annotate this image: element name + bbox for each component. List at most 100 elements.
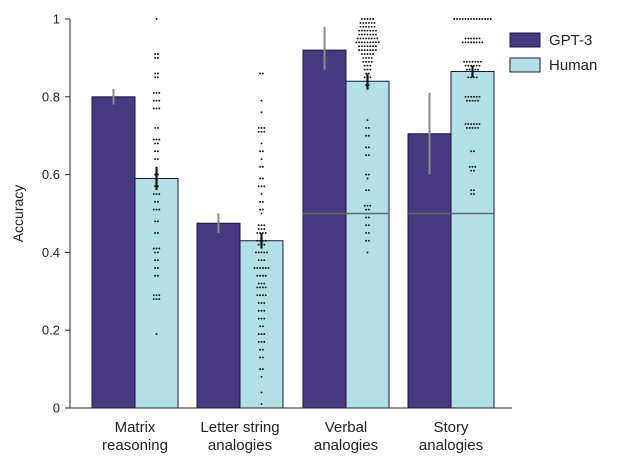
human-point [154,232,157,234]
human-point [261,150,264,153]
bar-human-1 [239,240,284,409]
human-point [372,45,375,48]
human-point [156,232,159,234]
human-point [259,274,262,277]
human-point [484,18,487,20]
human-point [261,348,264,351]
human-point [474,68,477,71]
human-point [477,126,480,129]
human-point [472,123,475,125]
human-point [154,259,157,262]
human-point [365,56,368,59]
human-point [374,45,377,48]
human-point [156,76,159,79]
human-point [256,239,259,242]
human-point [377,41,380,44]
human-point [470,64,473,67]
human-point [155,138,158,141]
human-point [264,239,267,242]
human-point [367,37,370,40]
human-point [366,68,369,71]
human-point [155,298,158,301]
human-point [467,76,470,79]
category-label-line: analogies [208,437,272,454]
human-point [259,356,262,359]
human-point [376,37,379,40]
human-point [367,173,370,176]
human-point [257,302,260,304]
human-point [155,333,158,336]
human-point [261,72,264,75]
human-point [367,126,370,129]
human-point [261,274,264,277]
human-point [261,368,264,371]
human-point [158,138,161,141]
human-point [366,53,369,55]
human-point [260,302,263,304]
human-point [260,228,263,231]
human-point [154,173,157,176]
legend-label-1: Human [549,57,597,74]
human-point [155,107,158,110]
human-point [260,375,263,378]
human-point [365,134,368,137]
human-point [263,185,266,188]
human-point [478,37,481,40]
human-point [458,18,461,20]
human-point [257,251,260,254]
bar-human-0 [134,177,179,409]
human-point [263,251,266,254]
human-point [478,95,481,98]
human-point [156,142,159,145]
human-point [475,123,478,125]
human-point [260,259,263,262]
axes-group: 0 0.2 0.4 0.6 0.8 1 Accuracy [10,12,512,416]
human-point [154,150,157,153]
human-point [260,333,263,336]
human-point [367,224,370,227]
human-point [158,247,161,250]
human-point [365,239,368,242]
y-tick-label: 0.6 [42,167,60,182]
human-point [263,259,266,262]
human-point [259,208,262,211]
human-point [366,251,369,254]
human-point [156,173,159,176]
human-point [260,185,263,188]
human-point [156,53,159,55]
human-point [475,95,478,98]
human-point [156,274,159,277]
human-point [362,37,365,40]
human-point [372,18,375,20]
human-point [264,294,267,297]
human-point [360,29,363,32]
human-point [260,212,263,215]
human-point [261,286,264,289]
human-point [474,60,477,63]
human-point [370,60,373,63]
human-point [259,368,262,371]
human-point [263,309,266,312]
human-point [362,25,365,28]
human-point [152,298,155,301]
category-label-line: Letter string [200,419,279,436]
y-tick-label: 0.2 [42,323,60,338]
human-point [363,68,366,71]
human-point [259,325,262,328]
human-point [372,41,375,44]
human-point [260,317,263,320]
human-point [367,72,370,75]
human-point [470,189,473,192]
human-point [373,25,376,28]
human-point [366,76,369,79]
human-point [156,220,159,223]
human-point [261,267,264,269]
human-point [366,177,369,180]
human-point [472,150,475,153]
human-point [260,99,263,102]
category-label-2: Verbal analogies [314,419,378,454]
bar-human-3 [450,71,495,409]
human-point [257,243,260,246]
human-point [367,25,370,28]
human-point [259,348,262,351]
